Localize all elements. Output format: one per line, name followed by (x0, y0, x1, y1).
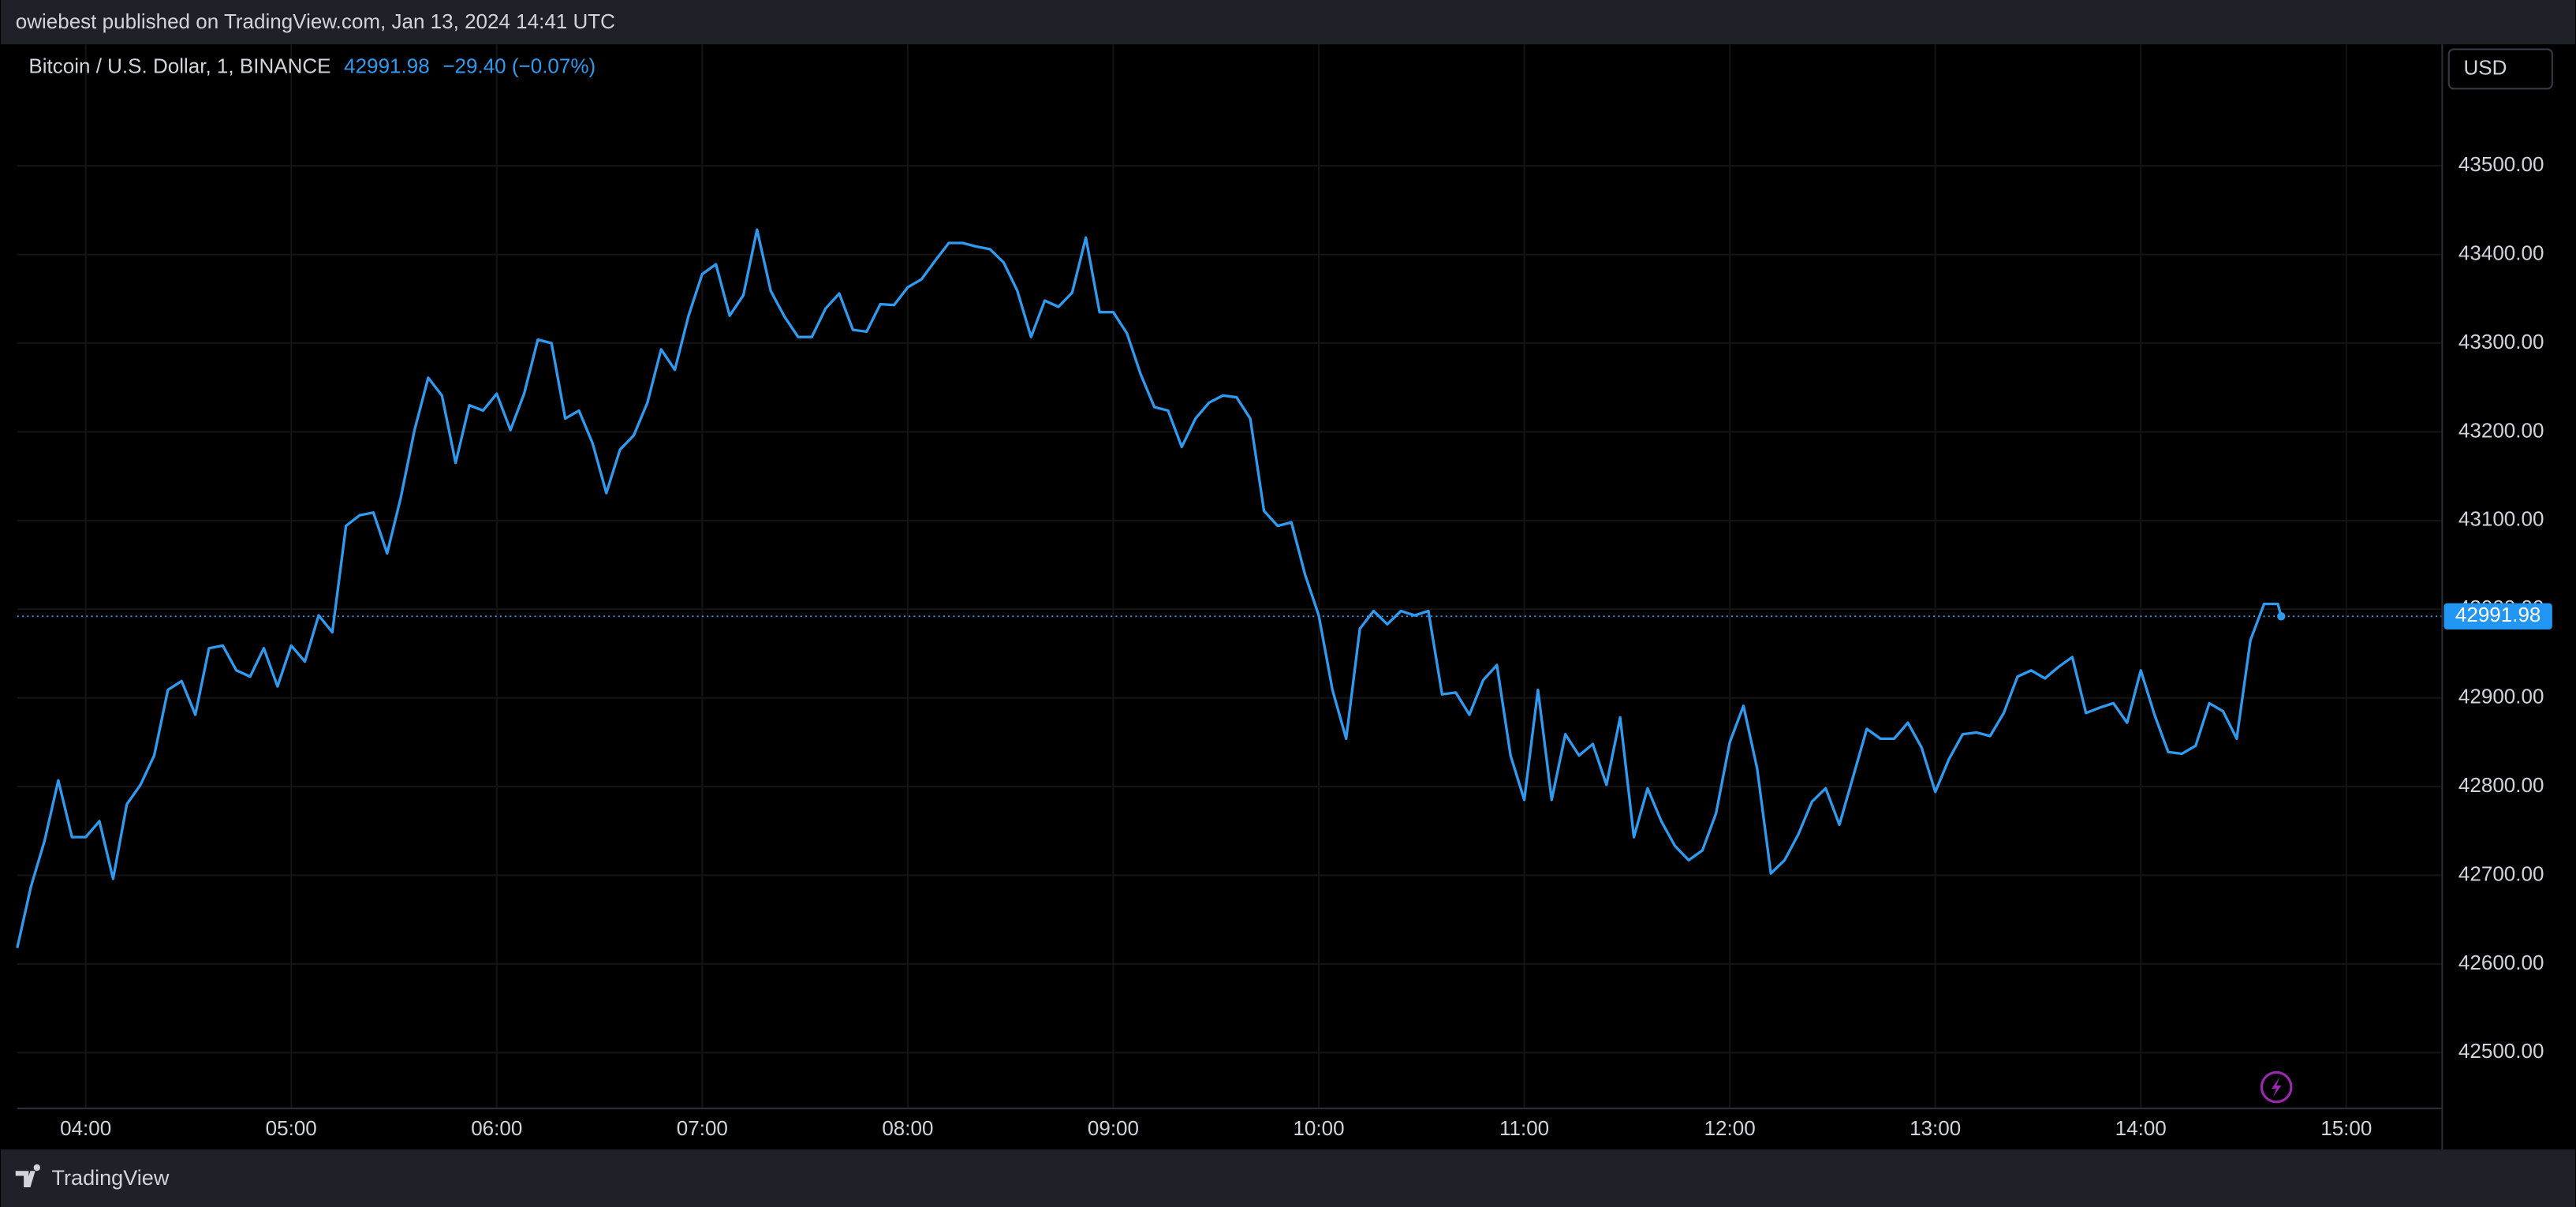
y-tick-label: 42900.00 (2458, 685, 2544, 708)
last-price: 42991.98 (344, 54, 430, 77)
x-tick-label: 12:00 (1704, 1116, 1756, 1140)
y-tick-label: 42500.00 (2458, 1039, 2544, 1063)
price-line (16, 228, 2283, 949)
last-price-tag (2443, 603, 2552, 630)
x-tick-label: 10:00 (1293, 1116, 1344, 1140)
legend-line: Bitcoin / U.S. Dollar, 1, BINANCE 42991.9… (28, 54, 595, 77)
footer-bar (1, 1149, 2575, 1207)
published-note: owiebest published on TradingView.com, J… (16, 9, 615, 33)
top-bar (1, 0, 2575, 45)
y-tick-label: 43500.00 (2458, 152, 2544, 176)
y-tick-label: 43400.00 (2458, 241, 2544, 264)
x-tick-label: 14:00 (2115, 1116, 2167, 1140)
x-tick-label: 15:00 (2320, 1116, 2372, 1140)
x-tick-label: 08:00 (882, 1116, 933, 1140)
y-tick-label: 43200.00 (2458, 418, 2544, 442)
currency-label: USD (2463, 55, 2507, 79)
y-tick-label: 43300.00 (2458, 330, 2544, 353)
x-tick-label: 07:00 (677, 1116, 728, 1140)
x-tick-label: 09:00 (1088, 1116, 1139, 1140)
y-tick-label: 42700.00 (2458, 861, 2544, 885)
x-tick-label: 11:00 (1499, 1116, 1549, 1140)
x-tick-label: 05:00 (266, 1116, 317, 1140)
x-tick-label: 04:00 (60, 1116, 111, 1140)
currency-button[interactable] (2447, 48, 2553, 90)
last-point (2277, 612, 2286, 621)
symbol-title: Bitcoin / U.S. Dollar, 1, BINANCE (28, 54, 330, 77)
plot-area (16, 44, 2443, 1109)
y-tick-label: 42600.00 (2458, 951, 2544, 974)
price-change: −29.40 (−0.07%) (442, 54, 595, 77)
x-tick-label: 06:00 (471, 1116, 522, 1140)
last-price-tag-label: 42991.98 (2455, 603, 2541, 626)
tv-logo (15, 1164, 40, 1188)
y-tick-label: 43100.00 (2458, 507, 2544, 531)
x-tick-label: 13:00 (1910, 1116, 1961, 1140)
alert-icon (2260, 1071, 2293, 1104)
y-tick-label: 42800.00 (2458, 773, 2544, 797)
footer-brand: TradingView (52, 1166, 170, 1190)
